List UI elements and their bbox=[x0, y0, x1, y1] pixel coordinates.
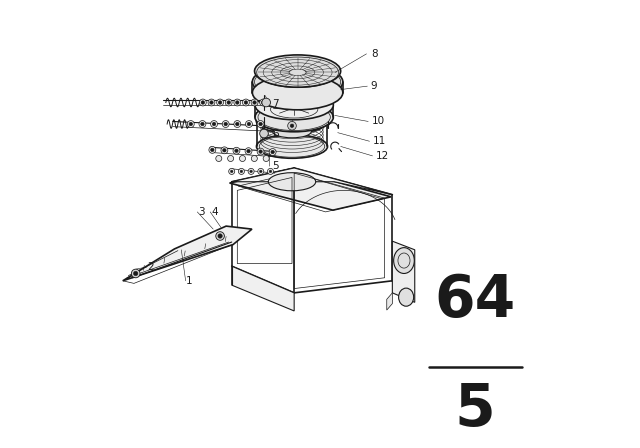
Circle shape bbox=[248, 168, 254, 174]
Circle shape bbox=[210, 101, 213, 104]
Text: 9: 9 bbox=[371, 81, 378, 91]
Text: 12: 12 bbox=[376, 151, 389, 161]
Circle shape bbox=[288, 121, 296, 130]
Circle shape bbox=[245, 148, 252, 155]
Circle shape bbox=[244, 101, 248, 104]
Circle shape bbox=[250, 170, 252, 172]
Circle shape bbox=[216, 99, 223, 106]
Circle shape bbox=[243, 99, 250, 106]
Circle shape bbox=[271, 150, 275, 154]
Ellipse shape bbox=[257, 134, 328, 158]
Circle shape bbox=[240, 170, 243, 172]
Circle shape bbox=[230, 170, 233, 172]
Circle shape bbox=[233, 147, 240, 154]
Polygon shape bbox=[230, 169, 391, 210]
Circle shape bbox=[200, 99, 206, 106]
Ellipse shape bbox=[252, 75, 343, 110]
Circle shape bbox=[209, 146, 216, 153]
Circle shape bbox=[268, 168, 273, 174]
Polygon shape bbox=[232, 266, 294, 311]
Text: 5: 5 bbox=[273, 161, 279, 171]
Circle shape bbox=[253, 101, 256, 104]
Circle shape bbox=[208, 99, 215, 106]
Circle shape bbox=[218, 234, 222, 238]
Circle shape bbox=[225, 99, 232, 106]
Circle shape bbox=[261, 101, 265, 104]
Text: 1: 1 bbox=[186, 276, 192, 286]
Polygon shape bbox=[392, 241, 415, 302]
Circle shape bbox=[221, 147, 228, 154]
Circle shape bbox=[291, 124, 294, 128]
Circle shape bbox=[236, 122, 239, 126]
Circle shape bbox=[251, 99, 258, 106]
Ellipse shape bbox=[394, 248, 414, 273]
Circle shape bbox=[239, 155, 246, 161]
Ellipse shape bbox=[273, 115, 312, 128]
Circle shape bbox=[259, 150, 262, 153]
Ellipse shape bbox=[255, 55, 340, 87]
Circle shape bbox=[247, 150, 250, 153]
Circle shape bbox=[238, 168, 244, 174]
Circle shape bbox=[227, 101, 230, 104]
Circle shape bbox=[211, 148, 214, 151]
Ellipse shape bbox=[255, 90, 333, 120]
Text: 7: 7 bbox=[272, 99, 278, 109]
Circle shape bbox=[259, 122, 262, 126]
Polygon shape bbox=[232, 168, 392, 195]
Text: 4: 4 bbox=[211, 207, 218, 217]
Text: 3: 3 bbox=[198, 207, 205, 217]
Circle shape bbox=[263, 155, 269, 161]
Circle shape bbox=[201, 101, 205, 104]
Ellipse shape bbox=[255, 103, 333, 132]
Text: 5: 5 bbox=[454, 381, 495, 438]
Circle shape bbox=[201, 122, 204, 126]
Circle shape bbox=[224, 122, 227, 126]
Circle shape bbox=[236, 101, 239, 104]
Circle shape bbox=[258, 168, 264, 174]
Circle shape bbox=[228, 168, 235, 174]
Circle shape bbox=[259, 170, 262, 172]
Circle shape bbox=[260, 99, 267, 106]
Circle shape bbox=[257, 121, 264, 128]
Circle shape bbox=[246, 121, 252, 128]
Circle shape bbox=[189, 122, 193, 126]
Text: 6: 6 bbox=[272, 129, 278, 139]
Circle shape bbox=[134, 271, 138, 276]
Circle shape bbox=[222, 121, 229, 128]
Circle shape bbox=[252, 155, 257, 161]
Circle shape bbox=[234, 121, 241, 128]
Text: 11: 11 bbox=[373, 136, 386, 146]
Circle shape bbox=[211, 121, 218, 128]
Circle shape bbox=[269, 149, 276, 155]
Circle shape bbox=[262, 98, 271, 107]
Circle shape bbox=[199, 121, 206, 128]
Circle shape bbox=[247, 122, 251, 126]
Circle shape bbox=[257, 148, 264, 155]
Ellipse shape bbox=[257, 110, 328, 134]
Circle shape bbox=[228, 155, 234, 161]
Circle shape bbox=[223, 149, 226, 152]
Ellipse shape bbox=[273, 125, 312, 138]
Ellipse shape bbox=[399, 288, 413, 306]
Circle shape bbox=[260, 129, 268, 138]
Text: 8: 8 bbox=[371, 49, 378, 59]
Circle shape bbox=[218, 101, 222, 104]
Polygon shape bbox=[387, 293, 392, 310]
Circle shape bbox=[235, 149, 238, 152]
Polygon shape bbox=[123, 226, 252, 281]
Circle shape bbox=[216, 232, 225, 240]
Ellipse shape bbox=[268, 172, 316, 191]
Circle shape bbox=[212, 122, 216, 126]
Circle shape bbox=[188, 121, 195, 128]
Text: 64: 64 bbox=[435, 272, 516, 329]
Circle shape bbox=[216, 155, 222, 161]
Text: 10: 10 bbox=[372, 116, 385, 126]
Text: 2: 2 bbox=[147, 262, 154, 272]
Circle shape bbox=[234, 99, 241, 106]
Circle shape bbox=[131, 269, 140, 278]
Ellipse shape bbox=[252, 65, 343, 99]
Circle shape bbox=[269, 170, 272, 172]
